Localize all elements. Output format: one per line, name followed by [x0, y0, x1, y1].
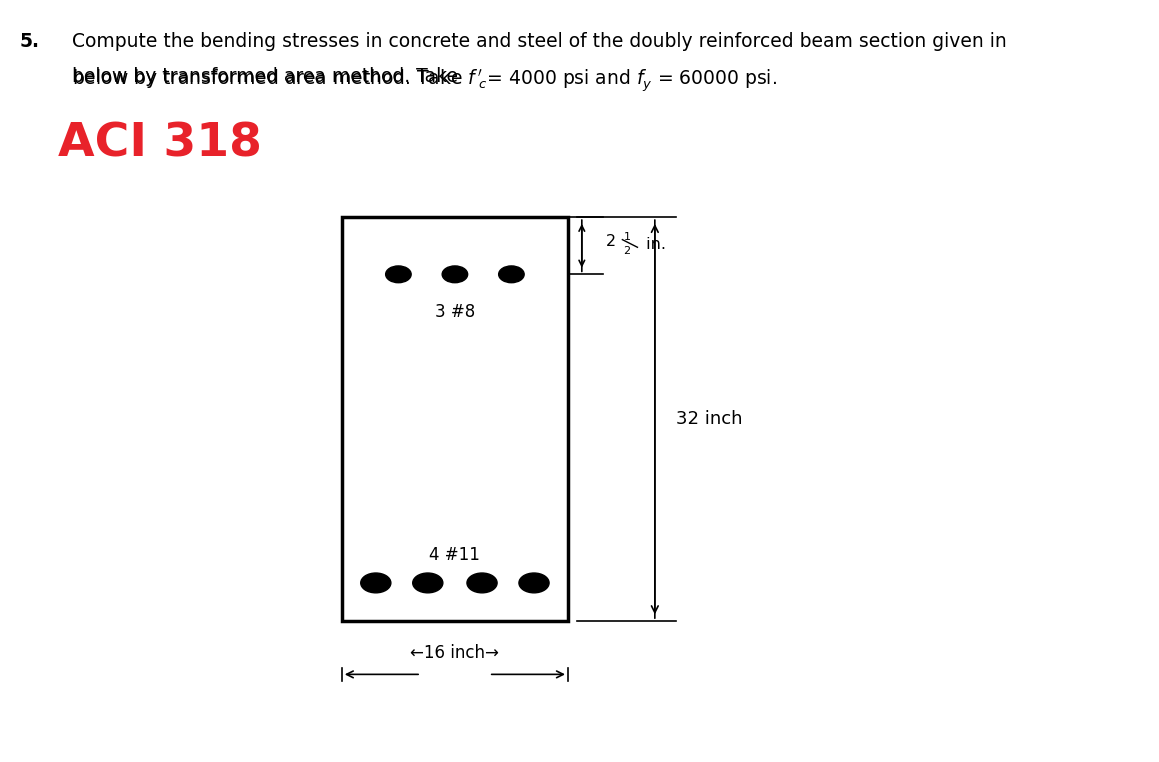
Text: in.: in. [641, 237, 666, 251]
Text: 2: 2 [606, 235, 617, 249]
Text: below by transformed area method. Take: below by transformed area method. Take [72, 67, 464, 86]
Text: 1: 1 [624, 232, 630, 242]
Circle shape [386, 266, 411, 283]
Circle shape [498, 266, 524, 283]
Circle shape [413, 573, 443, 593]
Bar [342, 217, 568, 621]
Text: ←16 inch→: ←16 inch→ [410, 644, 500, 662]
Text: 5.: 5. [20, 32, 39, 51]
Text: Compute the bending stresses in concrete and steel of the doubly reinforced beam: Compute the bending stresses in concrete… [72, 32, 1007, 51]
Text: below by transformed area method. Take $f\,'\!_c$= 4000 psi and $f_y$ = 60000 ps: below by transformed area method. Take $… [72, 67, 777, 94]
Text: 3 #8: 3 #8 [435, 303, 475, 322]
Text: 4 #11: 4 #11 [430, 546, 480, 564]
Text: 32 inch: 32 inch [676, 410, 742, 428]
Text: 2: 2 [624, 246, 630, 256]
Circle shape [360, 573, 391, 593]
Circle shape [467, 573, 497, 593]
Circle shape [519, 573, 549, 593]
Circle shape [442, 266, 468, 283]
Text: ACI 318: ACI 318 [58, 122, 262, 167]
